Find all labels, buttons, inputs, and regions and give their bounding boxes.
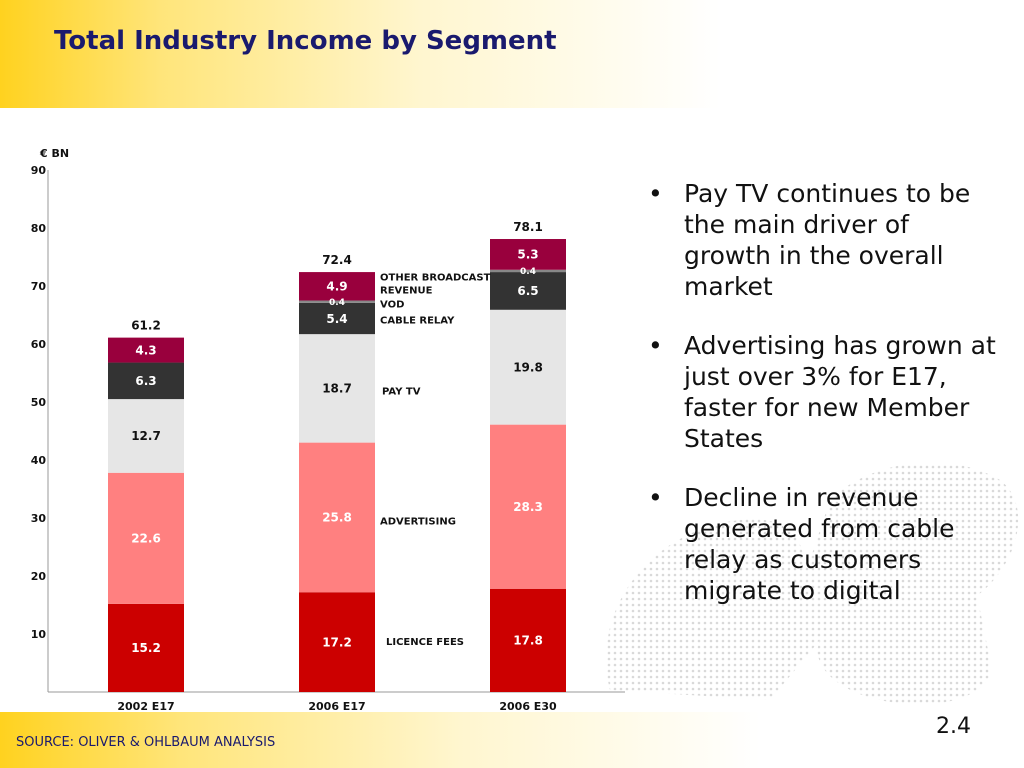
data-label: 5.3 xyxy=(517,248,538,262)
bullet-text: Decline in revenue generated from cable … xyxy=(684,483,955,605)
bullet-dot: • xyxy=(648,179,663,208)
data-label: 12.7 xyxy=(131,429,161,443)
y-tick-label: 50 xyxy=(31,396,47,409)
data-label: 25.8 xyxy=(322,511,352,525)
page-number: 2.4 xyxy=(936,714,971,739)
bar-segment-cable-relay xyxy=(108,362,184,400)
data-label: 18.7 xyxy=(322,382,352,396)
data-label: 5.4 xyxy=(326,312,347,326)
y-tick-label: 30 xyxy=(31,512,47,525)
legend-label-pay-tv: PAY TV xyxy=(382,386,421,397)
x-tick-label: 2006 E30 xyxy=(499,700,557,713)
bullet-dot: • xyxy=(648,331,663,360)
legend-label-other-broadcast-revenue: OTHER BROADCAST REVENUE xyxy=(380,272,491,296)
source-note: SOURCE: OLIVER & OHLBAUM ANALYSIS xyxy=(16,735,276,750)
page-title: Total Industry Income by Segment xyxy=(54,26,557,56)
bar-segment-cable-relay xyxy=(299,302,375,335)
bullet-item: • Pay TV continues to be the main driver … xyxy=(640,178,1000,302)
bar-segment-licence-fees xyxy=(108,603,184,692)
bar-segment-other-broadcast-revenue xyxy=(490,239,566,270)
footer-band xyxy=(0,712,1024,768)
legend-label-vod: VOD xyxy=(380,300,404,311)
y-tick-label: 40 xyxy=(31,454,47,467)
bar-segment-licence-fees xyxy=(490,588,566,692)
data-label: 6.5 xyxy=(517,284,538,298)
bar-segment-advertising xyxy=(299,442,375,593)
bullet-text: Advertising has grown at just over 3% fo… xyxy=(684,331,996,453)
data-label: 4.9 xyxy=(326,280,347,294)
y-tick-label: 90 xyxy=(31,164,47,177)
data-label: 19.8 xyxy=(513,360,543,374)
legend-label-licence-fees: LICENCE FEES xyxy=(386,637,464,648)
bar-segment-pay-tv xyxy=(490,309,566,425)
x-tick-label: 2006 E17 xyxy=(308,700,365,713)
legend-label-cable-relay: CABLE RELAY xyxy=(380,315,455,326)
header-band xyxy=(0,0,1024,108)
data-label: 0.4 xyxy=(329,298,345,308)
data-label: 6.3 xyxy=(135,374,156,388)
x-tick-label: 2002 E17 xyxy=(117,700,174,713)
legend-label-advertising: ADVERTISING xyxy=(380,516,456,527)
bullet-text: Pay TV continues to be the main driver o… xyxy=(684,179,971,301)
bar-segment-pay-tv xyxy=(299,334,375,443)
y-tick-label: 10 xyxy=(31,628,47,641)
data-label: 22.6 xyxy=(131,532,161,546)
total-label: 72.4 xyxy=(322,253,352,267)
bullet-item: • Advertising has grown at just over 3% f… xyxy=(640,330,1000,454)
bar-segment-cable-relay xyxy=(490,272,566,310)
bar-segment-advertising xyxy=(490,424,566,589)
bullet-dot: • xyxy=(648,483,663,512)
data-label: 17.2 xyxy=(322,635,352,649)
y-tick-label: 70 xyxy=(31,280,47,293)
y-unit-label: € BN xyxy=(39,147,69,160)
bar-segment-other-broadcast-revenue xyxy=(108,337,184,363)
background-watermark xyxy=(606,462,1019,705)
data-label: 15.2 xyxy=(131,641,161,655)
bar-segment-pay-tv xyxy=(108,399,184,473)
bullet-item: • Decline in revenue generated from cable… xyxy=(640,482,1000,606)
bar-segment-advertising xyxy=(108,472,184,604)
bar-segment-vod xyxy=(490,269,566,273)
y-tick-label: 20 xyxy=(31,570,47,583)
bar-segment-other-broadcast-revenue xyxy=(299,272,375,301)
y-tick-label: 60 xyxy=(31,338,47,351)
stacked-bar-chart: € BN 10 20 30 40 50 60 70 80 90 2002 E17 2006 E17 20… xyxy=(31,147,625,713)
data-label: 17.8 xyxy=(513,634,543,648)
data-label: 4.3 xyxy=(135,343,156,357)
bullet-list: • Pay TV continues to be the main driver … xyxy=(640,178,1000,634)
data-label: 28.3 xyxy=(513,500,543,514)
y-tick-label: 80 xyxy=(31,222,47,235)
bar-segment-vod xyxy=(299,300,375,303)
bar-segment-licence-fees xyxy=(299,592,375,692)
data-label: 0.4 xyxy=(520,267,536,277)
total-label: 61.2 xyxy=(131,319,161,333)
total-label: 78.1 xyxy=(513,220,543,234)
